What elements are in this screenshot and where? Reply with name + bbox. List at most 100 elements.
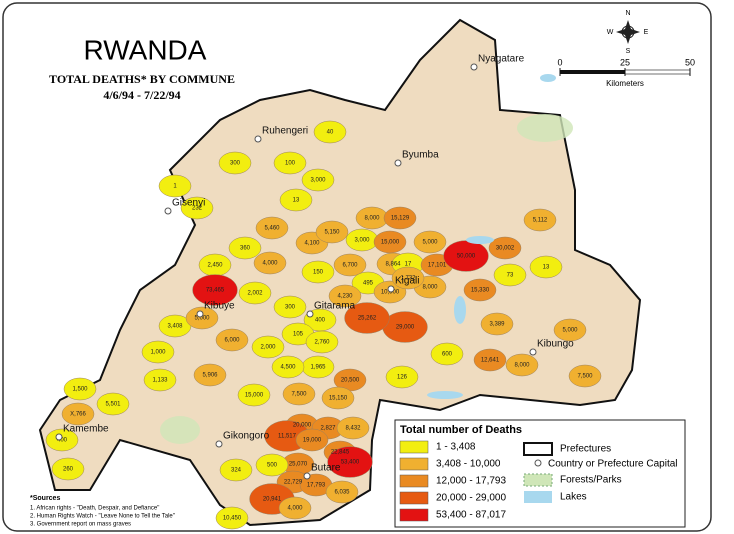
commune-label: 1,000 xyxy=(150,350,166,356)
commune-area xyxy=(180,196,214,220)
place-name: Butare xyxy=(311,463,341,474)
commune-area xyxy=(553,318,587,342)
commune-label: 5,906 xyxy=(202,373,218,379)
commune-label: 7,500 xyxy=(577,374,593,380)
commune-label: 2,000 xyxy=(260,345,276,351)
commune-label: 5,501 xyxy=(105,402,121,408)
commune-label: 22,845 xyxy=(331,450,350,456)
commune-label: 17,101 xyxy=(428,263,447,269)
commune-area xyxy=(385,365,419,389)
commune-area xyxy=(315,220,349,244)
commune-label: 7,500 xyxy=(291,392,307,398)
commune-label: 10,000 xyxy=(381,290,400,296)
capital-marker xyxy=(215,440,223,448)
commune-area xyxy=(328,284,362,308)
commune-area xyxy=(253,251,287,275)
place-name: Gisenyi xyxy=(172,198,205,209)
commune-area xyxy=(251,335,285,359)
commune-area xyxy=(51,457,85,481)
legend-swatch xyxy=(399,508,429,522)
commune-label: 100 xyxy=(285,161,296,167)
commune-label: 4,100 xyxy=(304,241,320,247)
lakes xyxy=(427,74,556,399)
scale-unit: Kilometers xyxy=(606,79,644,88)
capital-marker xyxy=(303,472,311,480)
capital-marker xyxy=(387,285,395,293)
commune-label: 150 xyxy=(313,270,324,276)
source-item: 3. Government report on mass graves xyxy=(30,522,131,528)
commune-area xyxy=(237,383,271,407)
commune-label: 324 xyxy=(231,468,242,474)
commune-label: 105 xyxy=(293,332,304,338)
commune-label: 53,400 xyxy=(341,460,360,466)
commune-area xyxy=(413,230,447,254)
commune-label: 8,000 xyxy=(364,216,380,222)
legend-capital: Country or Prefecture Capital xyxy=(548,459,678,470)
forest-area xyxy=(517,114,573,142)
commune-label: 2,450 xyxy=(207,263,223,269)
source-item: 1. African rights - "Death, Despair, and… xyxy=(30,506,159,512)
commune-area xyxy=(305,330,339,354)
commune-label: 30,002 xyxy=(496,246,515,252)
scale-tick-label: 0 xyxy=(557,57,562,67)
commune-label: 13 xyxy=(543,265,550,271)
communes: 40 300 100 3,000 13 1 232 5,460 360 4,000 2,450 4,1… xyxy=(45,120,602,530)
lake xyxy=(454,296,466,324)
place-name: Gitarama xyxy=(314,301,356,312)
subtitle: TOTAL DEATHS* BY COMMUNE xyxy=(49,72,235,86)
commune-label: 15,000 xyxy=(381,240,400,246)
commune-area xyxy=(255,453,289,477)
commune-label: 3,408 xyxy=(167,324,183,330)
commune-label: 1,133 xyxy=(152,378,168,384)
place-name: Kamembe xyxy=(63,424,109,435)
compass-ring xyxy=(621,25,635,39)
place-name: Kibungo xyxy=(537,339,574,350)
commune-area xyxy=(336,416,370,440)
legend-forests: Forests/Parks xyxy=(560,475,622,486)
commune-area xyxy=(295,428,329,452)
commune-label: 360 xyxy=(240,246,251,252)
commune-area xyxy=(443,240,489,272)
commune-area xyxy=(215,506,249,530)
commune-area xyxy=(192,274,238,306)
commune-label: 2,827 xyxy=(320,426,336,432)
commune-area xyxy=(218,151,252,175)
commune-label: 1,965 xyxy=(310,365,326,371)
commune-label: 2,002 xyxy=(247,291,263,297)
commune-label: 8,864 xyxy=(385,262,401,268)
capital-marker xyxy=(55,433,63,441)
commune-label: 25,262 xyxy=(358,316,377,322)
commune-label: 260 xyxy=(63,467,74,473)
commune-area xyxy=(383,206,417,230)
commune-label: 20,941 xyxy=(263,497,282,503)
commune-label: 5,150 xyxy=(324,230,340,236)
commune-label: 12,641 xyxy=(481,358,500,364)
scale-tick-label: 25 xyxy=(620,57,630,67)
commune-label: 3,389 xyxy=(489,322,505,328)
commune-area xyxy=(391,266,425,290)
commune-area xyxy=(333,253,367,277)
legend-swatch xyxy=(399,491,429,505)
commune-label: 15,000 xyxy=(245,393,264,399)
commune-area xyxy=(493,263,527,287)
legend-prefectures: Prefectures xyxy=(560,444,611,455)
commune-label: 6,035 xyxy=(334,490,350,496)
commune-label: 73,465 xyxy=(206,288,225,294)
compass-s: S xyxy=(626,48,631,55)
commune-label: 5,000 xyxy=(194,316,210,322)
commune-label: 600 xyxy=(442,352,453,358)
commune-label: 40 xyxy=(327,130,334,136)
commune-area xyxy=(63,377,97,401)
commune-label: 300 xyxy=(230,161,241,167)
commune-label: 15,129 xyxy=(391,216,410,222)
commune-label: X,766 xyxy=(70,412,86,418)
commune-label: 3,000 xyxy=(354,238,370,244)
commune-area xyxy=(96,392,130,416)
commune-label: 5,112 xyxy=(533,218,548,224)
commune-area xyxy=(505,353,539,377)
commune-area xyxy=(321,386,355,410)
commune-label: 300 xyxy=(285,305,296,311)
legend: 1 - 3,408 3,408 - 10,000 12,000 - 17,793 20… xyxy=(399,440,506,522)
commune-area xyxy=(325,480,359,504)
commune-label: 15,150 xyxy=(329,396,348,402)
